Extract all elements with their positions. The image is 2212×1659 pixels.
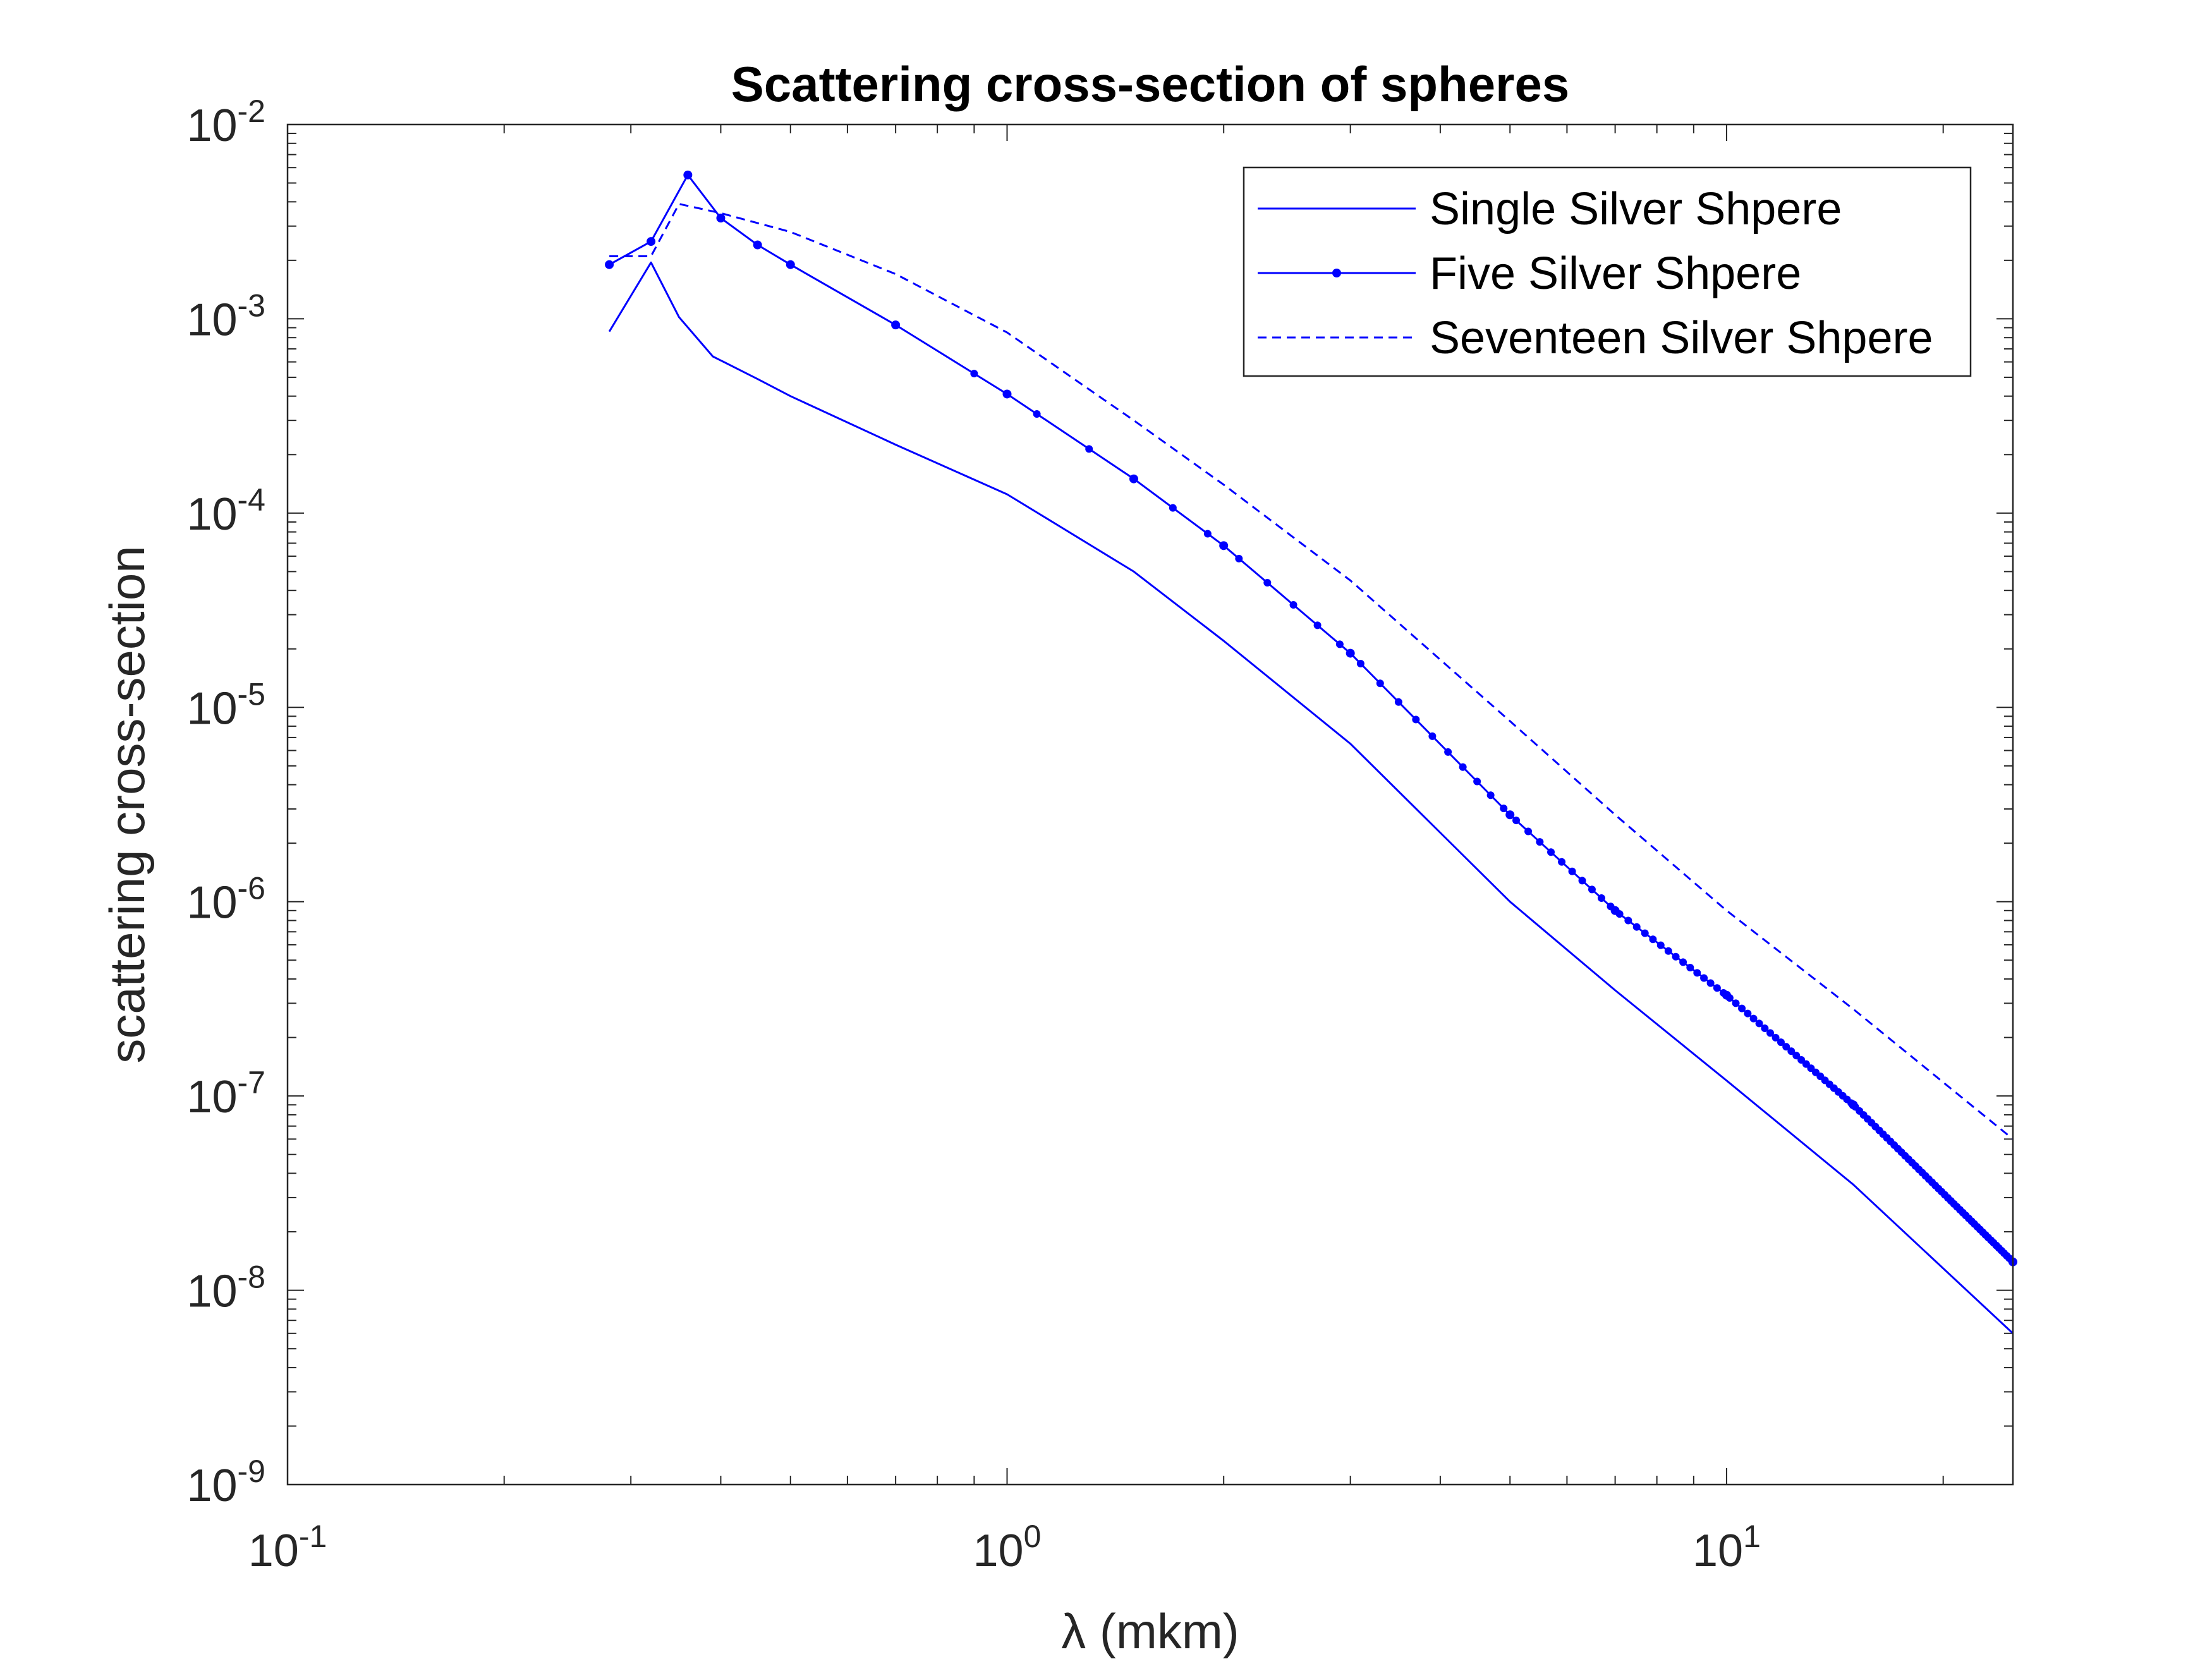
series-marker [1782, 1043, 1790, 1051]
series-marker [1649, 935, 1657, 944]
series-marker [1356, 659, 1364, 667]
series-marker [1486, 791, 1495, 799]
series-marker [1792, 1052, 1801, 1060]
x-tick-label: 100 [973, 1519, 1042, 1576]
series-marker [1686, 963, 1694, 971]
series-marker [1203, 530, 1212, 538]
series-marker [753, 240, 762, 250]
x-tick-label: 10-1 [248, 1519, 327, 1576]
chart-title: Scattering cross-section of spheres [731, 56, 1569, 112]
series-marker [1632, 923, 1641, 931]
series-marker [1512, 817, 1521, 825]
x-axis-label: λ (mkm) [1061, 1603, 1239, 1659]
series-marker [1693, 969, 1701, 977]
series-marker [1002, 389, 1012, 399]
series-marker [1744, 1009, 1752, 1018]
series-marker [1473, 777, 1481, 786]
series-marker [1033, 410, 1041, 418]
series-marker [1394, 698, 1402, 706]
series-marker [1713, 984, 1721, 992]
series-marker [1289, 601, 1297, 609]
series-marker [786, 260, 794, 269]
legend-label-single: Single Silver Shpere [1430, 184, 1842, 234]
series-marker [1412, 715, 1420, 724]
y-tick-label: 10-7 [186, 1065, 265, 1122]
series-marker [683, 170, 693, 179]
series-marker [1376, 679, 1384, 688]
series-marker [1444, 748, 1452, 756]
series-marker [1547, 848, 1555, 856]
series-marker [1624, 916, 1632, 925]
series-marker [1428, 732, 1437, 740]
series-marker [1597, 894, 1605, 902]
y-tick-label: 10-5 [186, 676, 265, 734]
series-marker [1169, 504, 1177, 512]
y-tick-label: 10-3 [186, 288, 265, 345]
series-marker [1706, 979, 1715, 987]
series-marker [1129, 475, 1138, 483]
series-marker [1346, 648, 1355, 658]
series-marker [892, 321, 900, 329]
series-marker [1771, 1033, 1780, 1042]
legend-label-seventeen: Seventeen Silver Shpere [1430, 313, 1933, 363]
series-marker [1335, 640, 1344, 648]
legend-label-five: Five Silver Shpere [1430, 248, 1801, 299]
series-marker [1568, 867, 1576, 875]
series-marker [647, 237, 656, 246]
series-marker [1755, 1019, 1763, 1028]
series-group [605, 170, 2017, 1334]
series-marker [1787, 1047, 1796, 1055]
series-marker [1536, 838, 1544, 846]
series-marker [2008, 1256, 2016, 1265]
series-line-3 [609, 203, 2014, 1140]
series-marker [1313, 621, 1322, 629]
series-marker [1219, 541, 1229, 550]
series-marker [1505, 810, 1515, 820]
series-marker [1578, 877, 1586, 885]
series-marker [1656, 941, 1665, 949]
series-marker [1679, 958, 1687, 966]
series-marker [1500, 805, 1508, 813]
series-marker [1732, 999, 1740, 1007]
series-marker [1738, 1004, 1746, 1012]
series-marker [1235, 554, 1243, 562]
y-tick-label: 10-2 [186, 94, 265, 151]
series-marker [1558, 858, 1566, 866]
series-marker [1615, 910, 1624, 918]
y-tick-label: 10-6 [186, 871, 265, 928]
series-marker [1588, 885, 1596, 894]
axis-ticks [287, 124, 2013, 1485]
legend-marker-five [1332, 269, 1341, 277]
series-marker [970, 370, 978, 378]
series-marker [1777, 1038, 1785, 1047]
x-tick-label: 101 [1692, 1519, 1761, 1576]
series-marker [1725, 994, 1734, 1002]
y-tick-label: 10-8 [186, 1260, 265, 1317]
series-marker [716, 214, 726, 223]
series-marker [1085, 445, 1093, 453]
axes-box [286, 123, 2014, 1486]
x-tick-labels: 10-1 100 101 [248, 1519, 1761, 1576]
y-tick-label: 10-4 [186, 482, 265, 540]
series-marker [1664, 947, 1672, 955]
series-marker [1607, 902, 1615, 911]
series-marker [1749, 1014, 1758, 1023]
y-axis-label: scattering cross-section [99, 545, 155, 1063]
y-tick-label: 10-9 [186, 1454, 265, 1511]
series-marker [1766, 1029, 1775, 1037]
y-tick-labels: 10-2 10-3 10-4 10-5 10-6 10-7 10-8 10-9 [186, 94, 265, 1511]
series-marker [1641, 929, 1649, 937]
series-marker [1672, 952, 1680, 961]
series-marker [1761, 1024, 1769, 1033]
series-marker [1263, 579, 1272, 587]
legend: Single Silver Shpere Five Silver Shpere … [1243, 166, 1972, 377]
series-marker [1524, 827, 1533, 836]
series-marker [1459, 763, 1467, 771]
series-marker [1700, 974, 1708, 982]
series-line-1 [608, 261, 2014, 1334]
series-marker [605, 260, 614, 269]
legend-box [1243, 166, 1972, 377]
series-marker [1719, 988, 1727, 997]
